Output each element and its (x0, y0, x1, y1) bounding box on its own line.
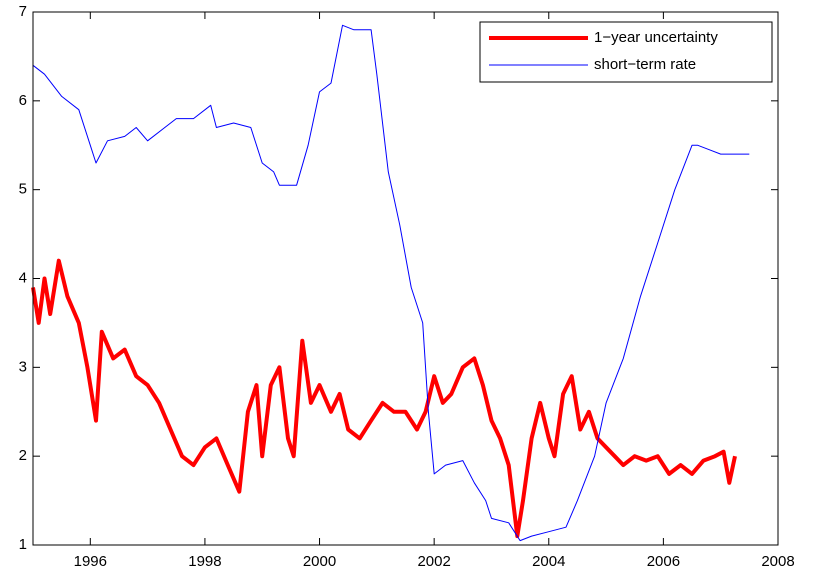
y-tick-label: 4 (19, 269, 27, 286)
legend-label: short−term rate (594, 56, 696, 73)
x-tick-label: 1998 (188, 553, 221, 570)
y-tick-label: 6 (19, 92, 27, 109)
y-tick-label: 1 (19, 536, 27, 553)
x-tick-label: 2006 (647, 553, 680, 570)
x-tick-label: 2004 (532, 553, 565, 570)
series-line (31, 258, 737, 539)
legend-label: 1−year uncertainty (594, 29, 718, 46)
x-tick-label: 2000 (303, 553, 336, 570)
y-tick-label: 3 (19, 358, 27, 375)
x-tick-label: 2008 (761, 553, 794, 570)
y-tick-label: 5 (19, 181, 27, 198)
y-tick-label: 7 (19, 3, 27, 20)
y-tick-label: 2 (19, 447, 27, 464)
plot-frame (32, 11, 779, 546)
x-tick-label: 2002 (417, 553, 450, 570)
x-tick-label: 1996 (74, 553, 107, 570)
series-line (32, 24, 750, 542)
legend-box (479, 21, 773, 83)
